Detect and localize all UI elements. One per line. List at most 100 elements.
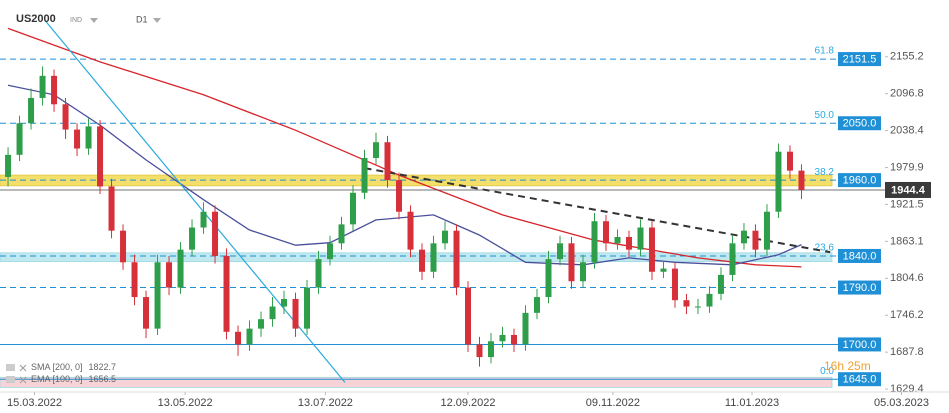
y-tick-label: 1629.4 bbox=[890, 383, 924, 395]
x-tick-label: 11.01.2023 bbox=[725, 397, 779, 409]
level-label-box bbox=[838, 372, 881, 387]
candle-body bbox=[775, 151, 782, 212]
level-label-box bbox=[838, 280, 881, 295]
level-label: 2050.0 bbox=[843, 118, 877, 130]
candle-body bbox=[442, 230, 449, 244]
current-price-label: 1944.4 bbox=[891, 184, 926, 196]
candle-body bbox=[763, 211, 770, 250]
candle-body bbox=[683, 300, 690, 307]
level-label: 1790.0 bbox=[843, 282, 877, 294]
candle-body bbox=[752, 230, 759, 250]
candle-body bbox=[545, 259, 552, 298]
candle-body bbox=[189, 227, 196, 250]
zone-band bbox=[0, 376, 833, 388]
fib-label: 61.8 bbox=[815, 46, 835, 57]
candle-body bbox=[614, 237, 621, 244]
candle-body bbox=[637, 227, 644, 250]
candle-body bbox=[729, 243, 736, 275]
candle-body bbox=[625, 237, 632, 250]
candle-body bbox=[235, 331, 242, 345]
legend-icon bbox=[6, 364, 15, 371]
candle-body bbox=[350, 192, 357, 225]
instrument-kind: IND bbox=[70, 17, 82, 24]
dropdown-icon[interactable] bbox=[90, 18, 98, 23]
legend-entry: SMA [200, 0] 1822.7 bbox=[31, 362, 116, 372]
candle-body bbox=[671, 268, 678, 301]
fib-label: 50.0 bbox=[815, 110, 835, 121]
candle-body bbox=[786, 151, 793, 171]
candle-body bbox=[304, 287, 311, 329]
legend-entry: EMA [100, 0] 1656.5 bbox=[31, 374, 116, 384]
fib-label: 23.6 bbox=[815, 243, 835, 254]
trendline bbox=[364, 167, 831, 254]
candle-body bbox=[327, 243, 334, 260]
candle-body bbox=[120, 230, 127, 263]
dropdown-icon[interactable] bbox=[153, 18, 161, 23]
fib-label: 38.2 bbox=[815, 167, 835, 178]
x-tick-label: 09.11.2022 bbox=[586, 397, 640, 409]
legend-name: SMA [200, 0] bbox=[31, 362, 83, 372]
candle-body bbox=[430, 243, 437, 272]
candle-body bbox=[556, 243, 563, 260]
candle-body bbox=[740, 230, 747, 244]
candle-body bbox=[533, 297, 540, 313]
y-tick-label: 1746.2 bbox=[890, 309, 924, 321]
y-tick-label: 1921.5 bbox=[890, 198, 924, 210]
countdown: 16h 25m bbox=[824, 359, 871, 373]
legend-icon bbox=[6, 376, 15, 383]
level-label: 1840.0 bbox=[843, 250, 877, 262]
candle-body bbox=[396, 180, 403, 212]
candle-body bbox=[177, 249, 184, 288]
candle-body bbox=[510, 334, 517, 345]
candle-body bbox=[281, 298, 288, 307]
candle-body bbox=[384, 142, 391, 181]
candle-body bbox=[522, 312, 529, 345]
candle-body bbox=[108, 186, 115, 231]
candle-body bbox=[28, 97, 35, 124]
moving-average bbox=[7, 27, 802, 268]
candle-body bbox=[568, 243, 575, 282]
candle-body bbox=[212, 211, 219, 256]
legend-value: 1822.7 bbox=[89, 362, 117, 372]
level-label: 1960.0 bbox=[843, 175, 877, 187]
current-price-box bbox=[885, 181, 931, 198]
legend-close bbox=[19, 376, 27, 384]
candle-body bbox=[51, 75, 58, 105]
candle-body bbox=[74, 129, 81, 149]
candle-body bbox=[143, 297, 150, 329]
candle-body bbox=[269, 306, 276, 320]
candle-body bbox=[465, 287, 471, 345]
x-tick-label: 15.03.2022 bbox=[7, 397, 62, 409]
candle-body bbox=[246, 328, 253, 345]
candle-body bbox=[717, 274, 724, 294]
candle-body bbox=[315, 259, 322, 288]
candle-body bbox=[798, 170, 805, 190]
candle-body bbox=[258, 319, 265, 329]
y-tick-label: 1804.6 bbox=[890, 272, 924, 284]
candle-body bbox=[373, 142, 380, 158]
candle-body bbox=[16, 123, 23, 155]
y-tick-label: 2096.8 bbox=[890, 88, 924, 100]
candle-body bbox=[338, 224, 345, 244]
candle-body bbox=[166, 262, 173, 288]
y-tick-label: 1979.9 bbox=[890, 161, 924, 173]
candle-body bbox=[499, 334, 506, 342]
candle-body bbox=[648, 227, 655, 272]
candle-body bbox=[579, 262, 586, 282]
candle-body bbox=[361, 158, 368, 193]
x-tick-label: 05.03.2023 bbox=[874, 397, 929, 409]
level-label: 2151.5 bbox=[843, 53, 877, 65]
x-tick-label: 13.07.2022 bbox=[298, 397, 353, 409]
candle-body bbox=[131, 262, 138, 298]
candle-body bbox=[200, 211, 207, 228]
candle-body bbox=[292, 298, 299, 329]
candle-body bbox=[706, 293, 713, 307]
level-label-box bbox=[838, 248, 881, 263]
candle-body bbox=[407, 211, 414, 250]
candle-body bbox=[223, 255, 230, 332]
candle-body bbox=[62, 104, 69, 130]
x-tick-label: 12.09.2022 bbox=[440, 397, 495, 409]
y-tick-label: 1687.8 bbox=[890, 346, 924, 358]
y-tick-label: 2038.4 bbox=[890, 124, 924, 136]
